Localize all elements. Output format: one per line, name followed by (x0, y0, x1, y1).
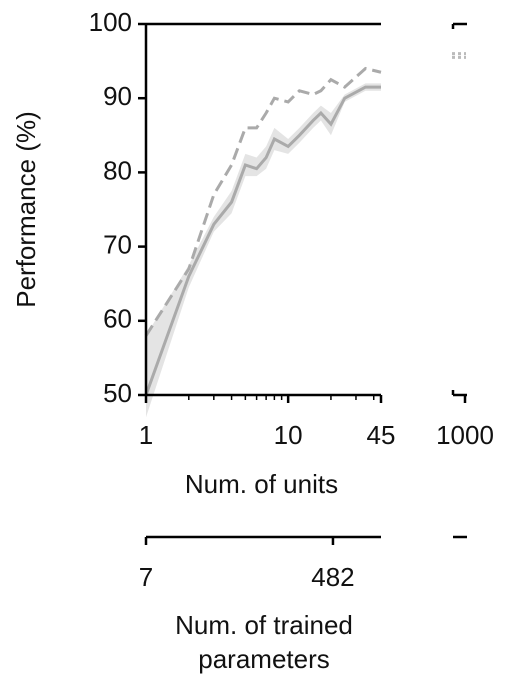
y-tick-label: 70 (103, 229, 132, 259)
x-tick-label: 10 (274, 420, 303, 450)
x-tick-label: 482 (311, 562, 354, 592)
error-band (146, 83, 381, 418)
x-tick-label: 1 (139, 420, 153, 450)
y-tick-label: 50 (103, 378, 132, 408)
x-axis-label: Num. of trained (175, 610, 353, 640)
data-line (144, 85, 381, 396)
x-tick-label: 1000 (436, 420, 494, 450)
x-tick-label: 7 (139, 562, 153, 592)
y-axis-label: Performance (%) (11, 111, 41, 308)
x-tick-label: 45 (367, 420, 396, 450)
y-tick-label: 100 (89, 7, 132, 37)
y-tick-label: 90 (103, 81, 132, 111)
x-axis-label: parameters (198, 644, 330, 674)
y-tick-label: 80 (103, 155, 132, 185)
y-tick-label: 60 (103, 304, 132, 334)
x-axis-label: Num. of units (185, 469, 338, 499)
data-line (144, 66, 382, 337)
